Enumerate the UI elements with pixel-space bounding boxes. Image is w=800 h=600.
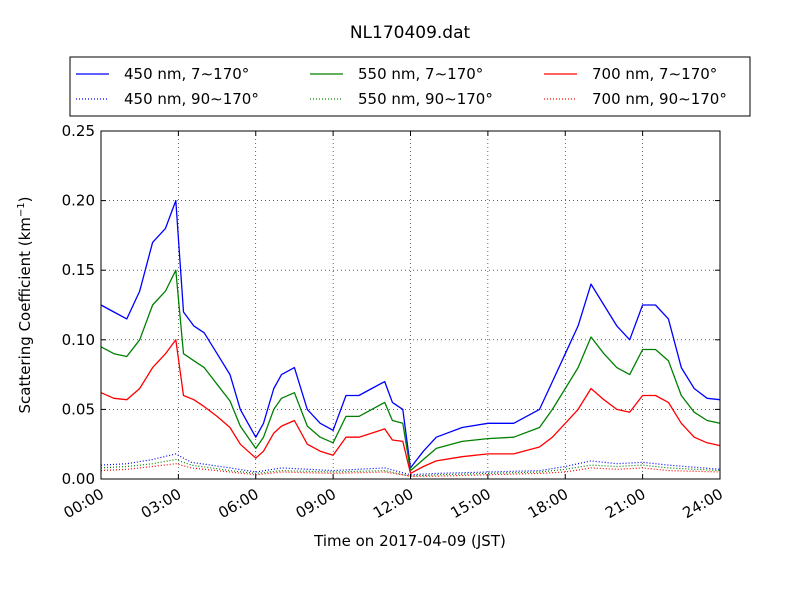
- chart-title: NL170409.dat: [350, 23, 471, 43]
- legend-label-6: 700 nm, 90∼170°: [592, 90, 727, 108]
- legend-label-1: 450 nm, 7∼170°: [124, 65, 249, 83]
- plot-frame: [101, 131, 720, 479]
- legend-label-3: 550 nm, 7∼170°: [358, 65, 483, 83]
- y-tick-label: 0.05: [62, 400, 95, 418]
- legend: 450 nm, 7∼170° 550 nm, 7∼170° 700 nm, 7∼17…: [69, 56, 751, 117]
- y-tick-label: 0.25: [62, 122, 95, 140]
- y-axis-label-main: Scattering Coefficient (km: [16, 217, 34, 413]
- series-line-5: [100, 339, 721, 475]
- series-line-6: [100, 463, 721, 477]
- y-tick-label: 0.15: [62, 261, 95, 279]
- series-line-3: [100, 269, 721, 472]
- plot-area: 00:00 03:00 06:00 09:00 12:00 15:00 18:00 21:00…: [61, 122, 726, 522]
- series-line-1: [100, 199, 721, 469]
- x-axis-label: Time on 2017-04-09 (JST): [313, 532, 506, 550]
- y-axis-label-exponent: −1: [16, 202, 27, 217]
- y-axis-label-close: ): [16, 196, 34, 202]
- legend-label-2: 450 nm, 90∼170°: [124, 90, 259, 108]
- legend-label-5: 700 nm, 7∼170°: [592, 65, 717, 83]
- y-tick-label: 0.20: [62, 192, 95, 210]
- legend-box: [69, 56, 751, 117]
- series-line-2: [100, 453, 721, 476]
- legend-label-4: 550 nm, 90∼170°: [358, 90, 493, 108]
- y-tick-label: 0.00: [62, 470, 95, 488]
- series-line-4: [100, 458, 721, 477]
- y-tick-label: 0.10: [62, 331, 95, 349]
- series-lines: [100, 199, 721, 477]
- y-axis-label: Scattering Coefficient (km−1): [16, 196, 34, 413]
